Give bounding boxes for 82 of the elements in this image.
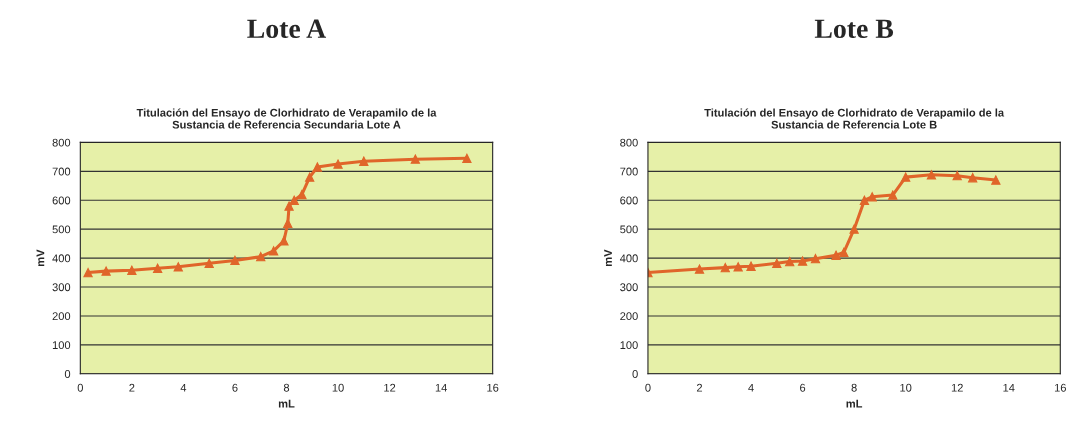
y-tick-label: 400 (52, 254, 71, 263)
chart-title: Lote A (247, 19, 327, 39)
point (967, 173, 978, 183)
y-tick-label: 700 (52, 167, 71, 176)
y-tick-label: 500 (620, 225, 638, 234)
point (952, 170, 962, 181)
point (83, 267, 93, 278)
x-tick-label: 4 (180, 383, 187, 392)
y-tick-label: 200 (620, 312, 638, 321)
x-tick-label: 16 (487, 383, 499, 392)
point (333, 159, 343, 169)
x-tick-label: 6 (232, 383, 238, 392)
point (462, 153, 472, 163)
x-tick-label: 2 (129, 383, 135, 392)
x-tick-label: 0 (645, 383, 651, 392)
point (312, 162, 323, 172)
point (305, 172, 315, 182)
point (926, 170, 937, 180)
x-tick-label: 10 (900, 383, 912, 392)
point (810, 253, 821, 264)
point (268, 246, 279, 256)
point (867, 192, 877, 202)
chart-subtitle: Titulación del Ensayo de Clorhidrato de Verapamilo de la Sustancia de Referencia Lote B (704, 108, 1005, 129)
x-tick-label: 14 (1003, 383, 1015, 392)
point (152, 263, 163, 273)
y-tick-label: 600 (620, 196, 638, 205)
y-tick-label: 0 (632, 370, 638, 378)
y-tick-label: 300 (52, 283, 71, 292)
point (256, 251, 266, 262)
point (746, 261, 756, 271)
x-tick-label: 8 (283, 383, 290, 392)
point (284, 201, 294, 211)
y-tick-label: 700 (620, 167, 638, 176)
point (410, 154, 421, 164)
y-tick-label: 800 (620, 138, 638, 147)
chart-subtitle: Titulación del Ensayo de Clorhidrato de Verapamilo de la Sustancia de Referencia Secundaria Lote A (136, 108, 437, 129)
y-axis-title: mV (604, 249, 612, 267)
point (101, 266, 111, 276)
y-tick-label: 100 (52, 341, 71, 350)
point (797, 256, 808, 266)
x-tick-label: 6 (800, 383, 806, 392)
point (720, 262, 730, 273)
point (831, 250, 841, 260)
point (289, 195, 299, 205)
x-tick-label: 10 (332, 383, 344, 392)
point (849, 224, 859, 234)
point (733, 262, 743, 272)
y-tick-label: 100 (620, 341, 638, 350)
x-tick-label: 12 (951, 383, 963, 392)
y-tick-label: 800 (52, 138, 71, 147)
x-tick-label: 14 (435, 383, 447, 392)
chart-title: Lote B (814, 19, 894, 39)
point (297, 189, 307, 200)
y-tick-label: 200 (52, 312, 71, 321)
x-tick-label: 0 (77, 383, 83, 392)
point (772, 258, 782, 268)
point (785, 256, 795, 267)
point (279, 236, 289, 246)
x-tick-label: 2 (696, 383, 703, 392)
y-tick-label: 0 (64, 370, 71, 378)
y-tick-label: 300 (620, 283, 638, 292)
point (204, 258, 214, 268)
point (991, 175, 1001, 185)
point (839, 247, 849, 257)
point (230, 255, 240, 266)
y-axis-title: mV (36, 249, 45, 267)
point (694, 264, 705, 274)
point (173, 262, 183, 272)
x-tick-label: 4 (748, 383, 754, 392)
y-tick-label: 500 (52, 225, 71, 234)
x-axis-title: mL (846, 399, 863, 408)
y-tick-label: 600 (52, 196, 71, 205)
point (859, 195, 870, 205)
x-tick-label: 8 (851, 383, 857, 392)
y-tick-label: 400 (619, 254, 638, 263)
point (359, 156, 369, 166)
point (888, 190, 898, 200)
x-tick-label: 16 (1054, 383, 1066, 392)
point (127, 265, 137, 275)
point (900, 172, 911, 182)
x-tick-label: 12 (384, 383, 396, 392)
x-axis-title: mL (278, 399, 295, 408)
